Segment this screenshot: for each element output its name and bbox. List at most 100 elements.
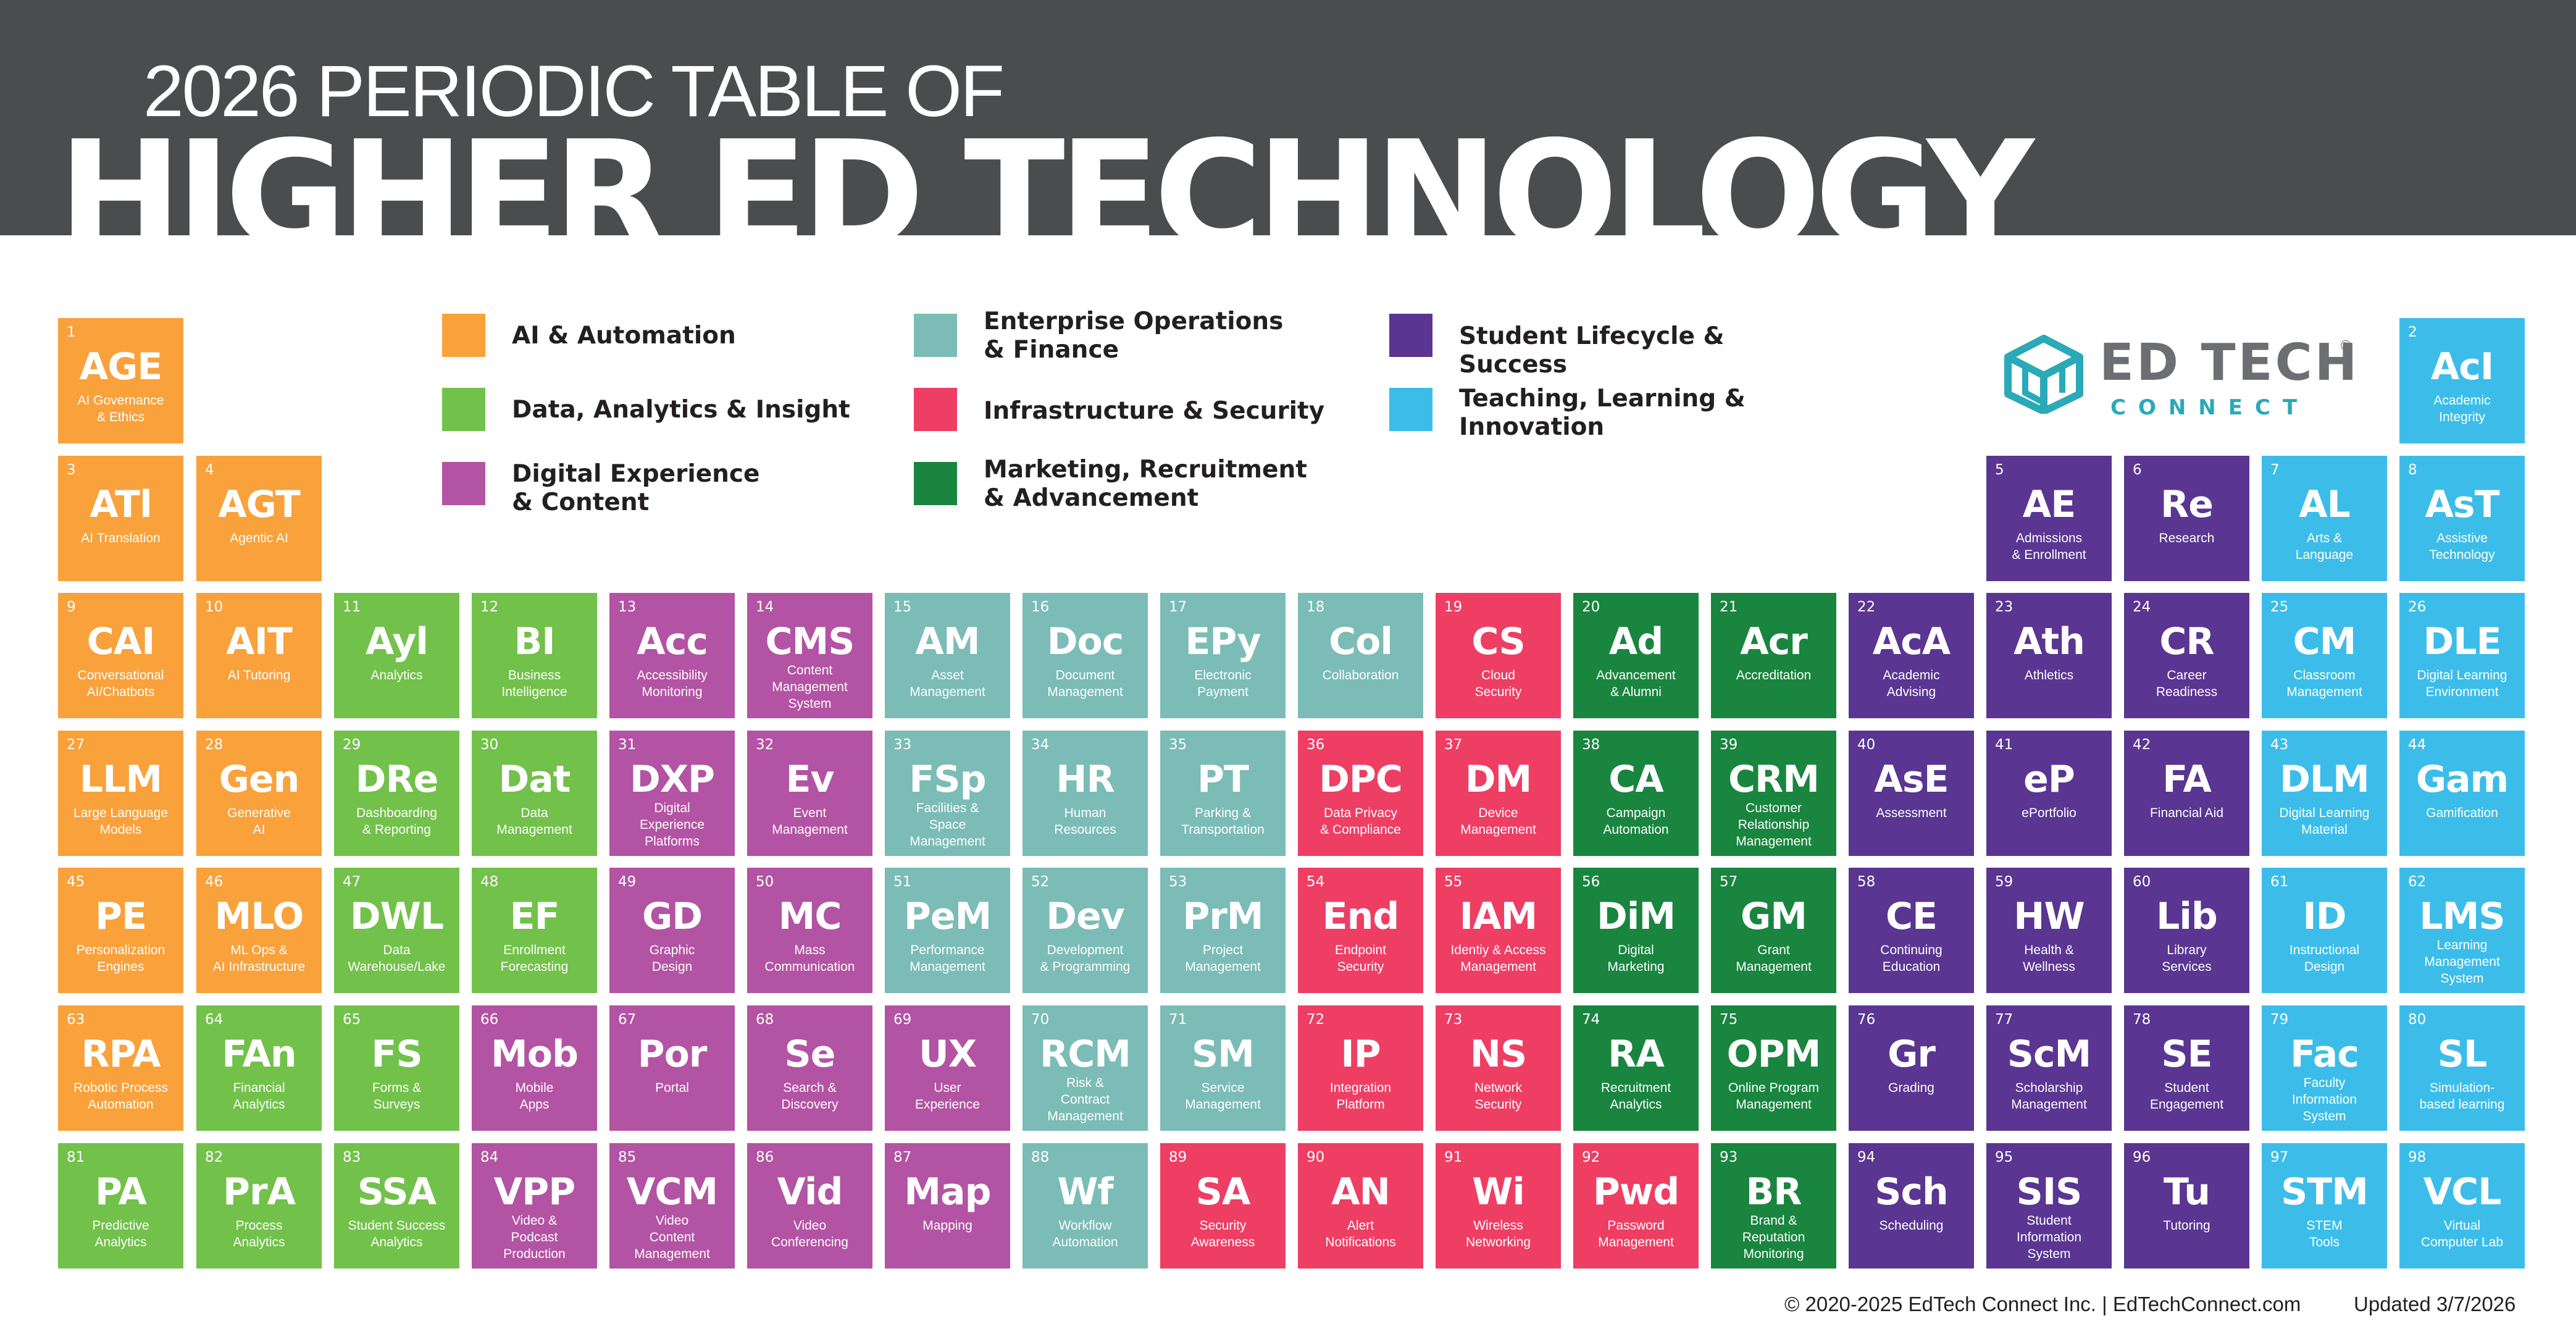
- element-number: 79: [2270, 1012, 2289, 1028]
- element-tile: 61 ID Instructional Design: [2262, 868, 2387, 993]
- element-name: Simulation- based learning: [2419, 1081, 2505, 1112]
- element-symbol: GD: [642, 895, 703, 938]
- element-tile: 80 SL Simulation- based learning: [2399, 1005, 2525, 1131]
- element-symbol: Ev: [785, 758, 834, 801]
- element-name: Integration Platform: [1329, 1081, 1392, 1112]
- element-symbol: Sch: [1875, 1170, 1949, 1214]
- element-number: 97: [2270, 1149, 2289, 1165]
- element-name: Dashboarding & Reporting: [356, 806, 437, 837]
- element-number: 41: [1995, 737, 2014, 753]
- element-symbol: AN: [1331, 1170, 1390, 1214]
- element-number: 72: [1307, 1012, 1325, 1028]
- element-name: AI Governance & Ethics: [77, 393, 164, 424]
- element-number: 3: [67, 462, 76, 478]
- element-number: 34: [1031, 737, 1050, 753]
- element-symbol: VPP: [493, 1170, 575, 1214]
- element-number: 5: [1995, 462, 2004, 478]
- element-tile: 13 Acc Accessibility Monitoring: [609, 593, 735, 718]
- element-tile: 66 Mob Mobile Apps: [472, 1005, 597, 1131]
- element-symbol: CM: [2293, 620, 2357, 663]
- element-number: 80: [2408, 1012, 2427, 1028]
- logo: ED TECH ® CONNECT: [2001, 333, 2357, 426]
- element-name: Online Program Management: [1728, 1081, 1820, 1112]
- element-symbol: FSp: [909, 758, 986, 801]
- element-name: Learning Management System: [2424, 938, 2500, 986]
- element-tile: 40 AsE Assessment: [1849, 731, 1974, 856]
- element-name: Generative AI: [227, 806, 291, 837]
- element-symbol: CE: [1885, 895, 1938, 938]
- element-name: Assessment: [1876, 806, 1947, 820]
- element-number: 54: [1307, 874, 1325, 890]
- element-name: Student Success Analytics: [348, 1218, 446, 1249]
- element-name: Assistive Technology: [2429, 531, 2495, 562]
- element-number: 15: [893, 599, 912, 615]
- element-number: 9: [67, 599, 76, 615]
- element-symbol: Wf: [1057, 1170, 1113, 1214]
- element-symbol: CMS: [765, 620, 855, 663]
- element-number: 4: [205, 462, 214, 478]
- element-number: 29: [343, 737, 361, 753]
- element-tile: 59 HW Health & Wellness: [1986, 868, 2112, 993]
- element-symbol: ScM: [2007, 1033, 2092, 1076]
- element-number: 71: [1169, 1012, 1187, 1028]
- element-symbol: PeM: [903, 895, 992, 938]
- element-number: 46: [205, 874, 224, 890]
- element-number: 13: [618, 599, 637, 615]
- element-number: 43: [2270, 737, 2289, 753]
- element-name: Facilities & Space Management: [910, 801, 985, 849]
- header-banner: 2026 PERIODIC TABLE OF HIGHER ED TECHNOL…: [0, 0, 2576, 269]
- element-tile: 1 AGE AI Governance & Ethics: [58, 318, 183, 443]
- element-symbol: RCM: [1040, 1033, 1131, 1076]
- element-name: Agentic AI: [230, 531, 288, 545]
- element-number: 85: [618, 1149, 637, 1165]
- element-name: Mapping: [922, 1218, 972, 1233]
- legend-swatch: [914, 314, 957, 357]
- legend-label: Marketing, Recruitment & Advancement: [984, 456, 1307, 512]
- element-tile: 25 CM Classroom Management: [2262, 593, 2387, 718]
- element-name: Collaboration: [1322, 668, 1399, 682]
- element-symbol: Wi: [1472, 1170, 1525, 1214]
- element-name: Large Language Models: [73, 806, 168, 837]
- element-symbol: Acr: [1740, 620, 1808, 663]
- element-name: Arts & Language: [2295, 531, 2354, 562]
- element-name: STEM Tools: [2306, 1218, 2343, 1249]
- element-symbol: Lib: [2156, 895, 2218, 938]
- element-number: 6: [2133, 462, 2142, 478]
- element-name: Asset Management: [910, 668, 985, 699]
- element-number: 11: [343, 599, 361, 615]
- element-tile: 77 ScM Scholarship Management: [1986, 1005, 2112, 1131]
- element-tile: 74 RA Recruitment Analytics: [1573, 1005, 1699, 1131]
- legend-label: Student Lifecycle & Success: [1459, 322, 1725, 379]
- element-symbol: End: [1322, 895, 1400, 938]
- element-tile: 85 VCM Video Content Management: [609, 1143, 735, 1269]
- element-name: User Experience: [914, 1081, 981, 1112]
- element-symbol: GM: [1741, 895, 1807, 938]
- element-name: Event Management: [772, 806, 848, 837]
- element-symbol: BR: [1746, 1170, 1802, 1214]
- element-number: 74: [1582, 1012, 1600, 1028]
- element-tile: 43 DLM Digital Learning Material: [2262, 731, 2387, 856]
- element-tile: 28 Gen Generative AI: [196, 731, 322, 856]
- element-tile: 63 RPA Robotic Process Automation: [58, 1005, 183, 1131]
- registered-mark: ®: [2339, 338, 2352, 354]
- element-name: ML Ops & AI Infrastructure: [212, 943, 306, 974]
- legend-label: Digital Experience & Content: [512, 460, 760, 516]
- element-number: 65: [343, 1012, 361, 1028]
- element-number: 50: [756, 874, 774, 890]
- element-symbol: CR: [2159, 620, 2214, 663]
- element-name: Digital Marketing: [1607, 943, 1665, 974]
- element-number: 12: [480, 599, 499, 615]
- element-tile: 23 Ath Athletics: [1986, 593, 2112, 718]
- element-number: 1: [67, 324, 76, 340]
- element-number: 17: [1169, 599, 1187, 615]
- legend-label: AI & Automation: [512, 322, 736, 350]
- element-tile: 81 PA Predictive Analytics: [58, 1143, 183, 1269]
- element-name: Device Management: [1460, 806, 1536, 837]
- element-symbol: LLM: [79, 758, 162, 801]
- element-tile: 34 HR Human Resources: [1022, 731, 1148, 856]
- element-tile: 70 RCM Risk & Contract Management: [1022, 1005, 1148, 1131]
- element-tile: 29 DRe Dashboarding & Reporting: [334, 731, 459, 856]
- element-number: 98: [2408, 1149, 2427, 1165]
- element-tile: 83 SSA Student Success Analytics: [334, 1143, 459, 1269]
- element-name: Research: [2159, 531, 2215, 545]
